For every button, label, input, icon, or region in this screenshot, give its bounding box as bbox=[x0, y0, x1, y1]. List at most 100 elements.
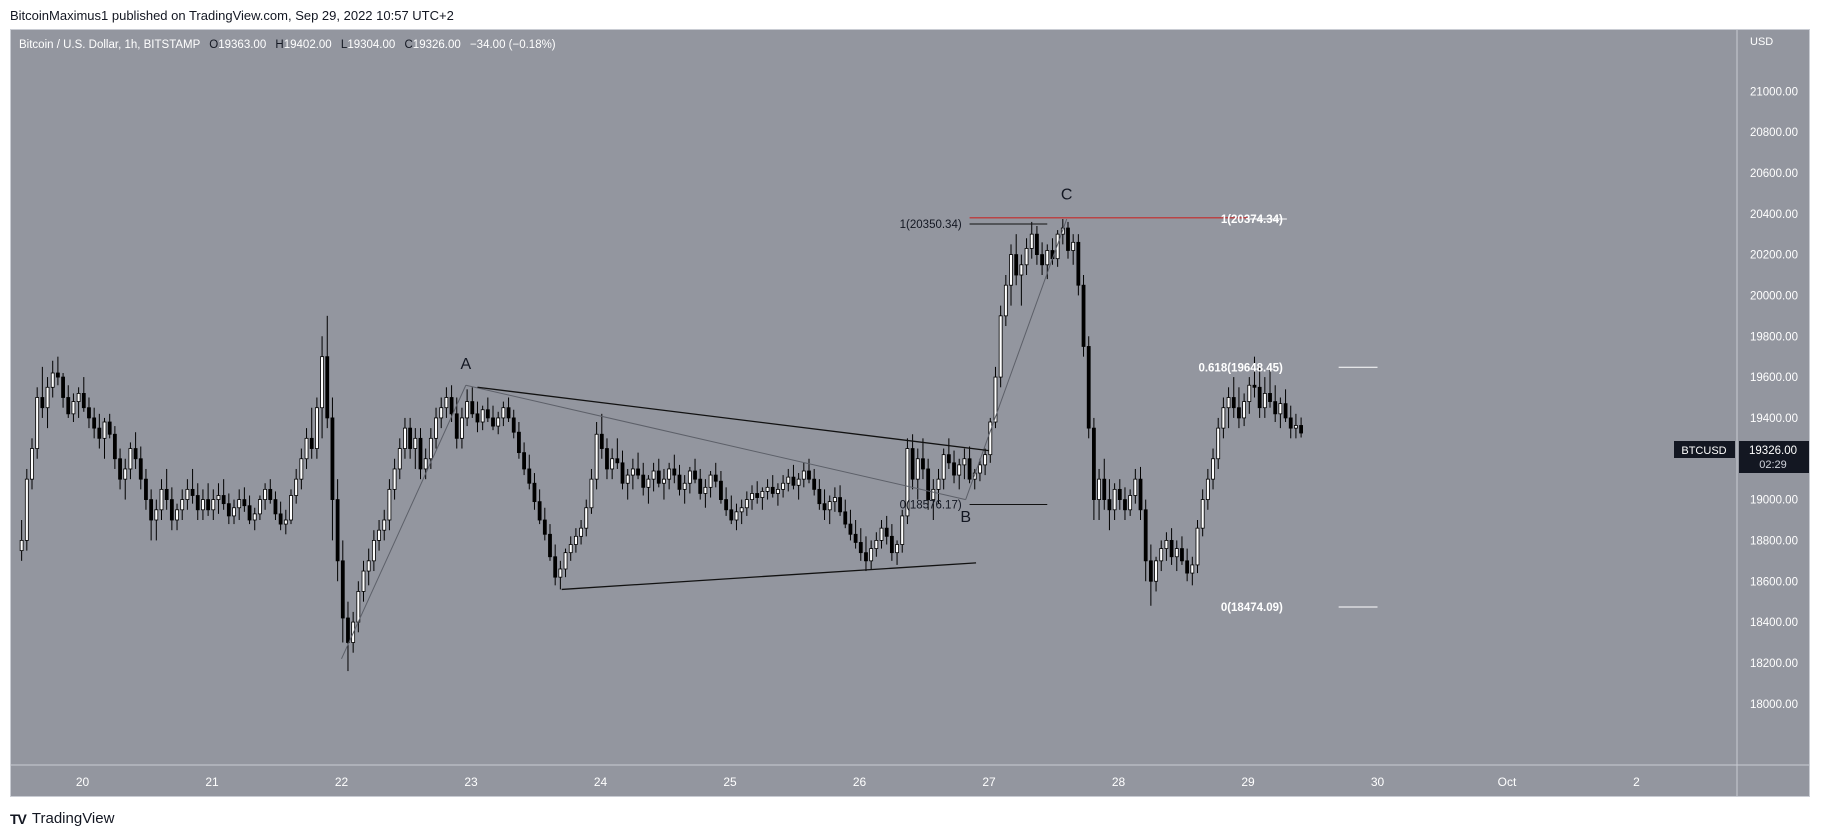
candle bbox=[1174, 540, 1179, 572]
candle bbox=[55, 356, 60, 386]
candle-body-down bbox=[335, 499, 340, 562]
x-tick-label: Oct bbox=[1498, 775, 1517, 789]
candle-body-down bbox=[1066, 227, 1070, 251]
candle-body-up bbox=[941, 454, 946, 480]
candle bbox=[1055, 230, 1060, 267]
candle bbox=[651, 462, 656, 492]
candle-body-up bbox=[573, 535, 578, 545]
candle bbox=[594, 422, 599, 490]
candle-body-down bbox=[677, 474, 682, 490]
candle bbox=[729, 495, 734, 525]
candle bbox=[693, 458, 697, 484]
candle-body-up bbox=[1154, 560, 1158, 582]
candle-body-down bbox=[1117, 488, 1122, 500]
candle bbox=[915, 448, 920, 500]
candle bbox=[50, 360, 55, 398]
candle bbox=[941, 448, 946, 490]
y-tick-label: 20800.00 bbox=[1750, 127, 1798, 139]
candle-body-up bbox=[30, 448, 34, 480]
candle-body-down bbox=[921, 458, 925, 470]
candle-body-up bbox=[1211, 458, 1215, 480]
candle-body-down bbox=[889, 535, 894, 554]
candle-body-down bbox=[1107, 499, 1112, 511]
candle-body-down bbox=[848, 523, 853, 535]
candle-body-down bbox=[1102, 478, 1107, 500]
candle bbox=[755, 481, 760, 504]
candle bbox=[858, 528, 863, 561]
wave-label: C bbox=[1061, 186, 1073, 203]
candle bbox=[97, 413, 102, 449]
candle bbox=[294, 468, 299, 504]
candle-body-down bbox=[418, 437, 423, 470]
candle bbox=[822, 489, 827, 520]
candle-body-down bbox=[169, 499, 174, 521]
candle-body-down bbox=[1180, 548, 1184, 562]
price-chart[interactable]: 1(20350.34) 0(18576.17) 1(20374.34) 0.618(1… bbox=[11, 30, 1809, 796]
x-tick-label: 24 bbox=[594, 775, 608, 789]
candle-body-up bbox=[299, 458, 304, 480]
candle bbox=[625, 468, 630, 500]
candle-body-up bbox=[1195, 527, 1200, 566]
candle-body-up bbox=[185, 488, 190, 500]
candle bbox=[413, 428, 418, 469]
candle bbox=[1294, 413, 1298, 439]
candle-body-down bbox=[112, 433, 117, 460]
x-tick-label: 2 bbox=[1633, 775, 1640, 789]
candle bbox=[304, 428, 309, 469]
candle-body-up bbox=[356, 591, 361, 623]
candle bbox=[397, 438, 402, 480]
candle-body-down bbox=[1123, 499, 1127, 511]
x-tick-label: 27 bbox=[982, 775, 996, 789]
candle bbox=[983, 448, 988, 476]
candle bbox=[874, 532, 879, 557]
candle-body-up bbox=[366, 560, 371, 572]
candle-body-up bbox=[983, 454, 988, 466]
x-tick-label: 23 bbox=[464, 775, 478, 789]
candle bbox=[144, 468, 148, 510]
candle bbox=[434, 407, 438, 449]
candle-body-down bbox=[1231, 397, 1236, 409]
candle-body-down bbox=[1040, 254, 1044, 266]
candle-body-down bbox=[133, 448, 138, 460]
candle bbox=[879, 520, 884, 549]
candle-body-down bbox=[656, 470, 661, 484]
level-annotation: 0(18474.09) bbox=[1221, 602, 1283, 614]
candle bbox=[698, 468, 703, 500]
level-annotation: 1(20374.34) bbox=[1221, 214, 1283, 226]
candle-body-up bbox=[397, 448, 402, 470]
candle-body-up bbox=[869, 548, 874, 562]
candle-body-down bbox=[553, 556, 558, 578]
candle-body-up bbox=[931, 488, 936, 500]
y-tick-label: 20600.00 bbox=[1750, 168, 1798, 180]
candle bbox=[408, 417, 413, 459]
trendline bbox=[477, 386, 990, 452]
candle-body-up bbox=[610, 458, 615, 470]
candle-body-down bbox=[226, 503, 231, 517]
candle bbox=[682, 475, 687, 504]
candle bbox=[40, 366, 45, 418]
close-value: 19326.00 bbox=[413, 39, 461, 51]
candle bbox=[957, 458, 962, 490]
candle bbox=[791, 464, 796, 490]
candle-body-up bbox=[154, 509, 159, 521]
candle-body-up bbox=[1071, 241, 1076, 251]
candle bbox=[485, 397, 490, 422]
candle-body-down bbox=[97, 427, 102, 439]
candle bbox=[1226, 387, 1231, 429]
candle-body-up bbox=[314, 407, 319, 449]
candle bbox=[346, 601, 350, 672]
candle bbox=[1081, 275, 1086, 357]
candle bbox=[1143, 499, 1148, 582]
candle bbox=[92, 407, 97, 439]
candle-body-up bbox=[1294, 425, 1298, 429]
chart-frame[interactable]: 1(20350.34) 0(18576.17) 1(20374.34) 0.618(1… bbox=[10, 29, 1810, 797]
wave-label: B bbox=[960, 509, 971, 526]
candle bbox=[807, 458, 811, 484]
candle-body-up bbox=[874, 540, 879, 549]
candle-body-down bbox=[967, 458, 972, 480]
trendline bbox=[465, 384, 966, 501]
candle bbox=[641, 462, 646, 496]
candle-body-up bbox=[361, 570, 366, 592]
candle bbox=[180, 489, 185, 520]
candle bbox=[164, 468, 169, 510]
